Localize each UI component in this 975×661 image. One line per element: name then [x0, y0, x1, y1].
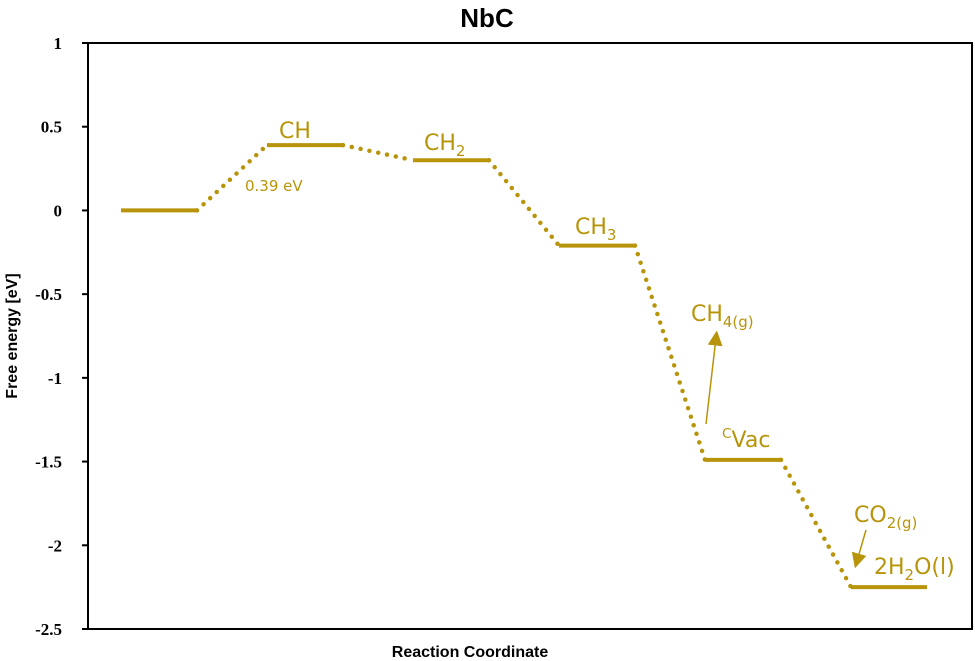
- y-axis-label: Free energy [eV]: [4, 273, 21, 398]
- plot-area: [87, 42, 973, 630]
- y-tick-label: -2: [48, 536, 62, 555]
- x-axis-label: Reaction Coordinate: [392, 644, 549, 661]
- state-label: CH: [279, 119, 311, 144]
- state-label: CVac: [722, 426, 770, 453]
- connector-line: [340, 142, 416, 163]
- co2-uptake-arrow: [851, 529, 867, 569]
- state-label: CH3: [575, 215, 616, 244]
- y-tick-label: 0: [54, 201, 63, 220]
- ch4-gas-label: CH4(g): [691, 302, 754, 331]
- y-tick-label: -1: [48, 369, 62, 388]
- connector-line: [632, 243, 708, 463]
- connector-line: [778, 457, 854, 590]
- connector-line: [486, 157, 562, 248]
- annotations: 0.39 eV CH4(g) CO2(g): [245, 177, 917, 569]
- y-tick-label: -0.5: [35, 285, 62, 304]
- state-label: CH2: [424, 131, 465, 160]
- chart-title: NbC: [460, 3, 514, 33]
- state-label: 2H2O(l): [874, 555, 955, 584]
- connector-line: [194, 142, 270, 213]
- connector-lines: [194, 142, 854, 590]
- co2-gas-label: CO2(g): [854, 503, 917, 532]
- barrier-label: 0.39 eV: [245, 177, 303, 195]
- y-tick-label: 0.5: [41, 118, 62, 137]
- y-tick-label: -2.5: [35, 620, 62, 639]
- state-labels: CH CH2 CH3 CVac 2H2O(l): [279, 119, 955, 584]
- y-tick-label: -1.5: [35, 453, 62, 472]
- y-tick-label: 1: [54, 34, 63, 53]
- y-axis-ticks: 1 0.5 0 -0.5 -1 -1.5 -2 -2.5: [35, 34, 88, 639]
- energy-levels: [121, 143, 927, 590]
- ch4-release-arrow: [705, 330, 723, 425]
